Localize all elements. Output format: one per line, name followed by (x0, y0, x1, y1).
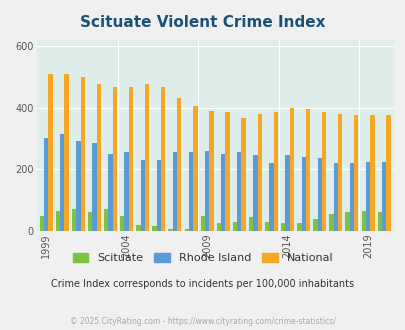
Bar (108, 154, 113, 231)
Bar (120, 215, 124, 231)
Bar (273, 112, 277, 231)
Bar (321, 112, 326, 231)
Bar (216, 223, 220, 231)
Bar (313, 219, 317, 231)
Text: Crime Index corresponds to incidents per 100,000 inhabitants: Crime Index corresponds to incidents per… (51, 279, 354, 289)
Bar (184, 229, 188, 231)
Bar (353, 115, 358, 231)
Bar (381, 162, 386, 231)
Bar (317, 158, 321, 231)
Bar (92, 143, 96, 231)
Bar (241, 118, 245, 231)
Bar (264, 222, 269, 231)
Bar (88, 213, 92, 231)
Bar (140, 160, 145, 231)
Bar (177, 98, 181, 231)
Bar (209, 111, 213, 231)
Bar (361, 211, 365, 231)
Bar (104, 210, 108, 231)
Bar (289, 108, 293, 231)
Bar (333, 163, 337, 231)
Legend: Scituate, Rhode Island, National: Scituate, Rhode Island, National (68, 248, 337, 267)
Bar (285, 155, 289, 231)
Bar (337, 114, 341, 231)
Bar (152, 226, 156, 231)
Bar (80, 77, 85, 231)
Bar (113, 87, 117, 231)
Bar (188, 152, 193, 231)
Bar (72, 210, 76, 231)
Bar (248, 217, 253, 231)
Bar (237, 152, 241, 231)
Bar (257, 114, 261, 231)
Bar (225, 112, 229, 231)
Bar (377, 213, 381, 231)
Bar (145, 84, 149, 231)
Bar (345, 213, 349, 231)
Bar (365, 162, 369, 231)
Bar (369, 115, 374, 231)
Bar (168, 229, 173, 231)
Bar (349, 163, 353, 231)
Bar (232, 222, 237, 231)
Bar (328, 214, 333, 231)
Bar (205, 151, 209, 231)
Text: Scituate Violent Crime Index: Scituate Violent Crime Index (80, 15, 325, 30)
Bar (48, 74, 53, 231)
Bar (173, 152, 177, 231)
Bar (96, 84, 101, 231)
Bar (305, 109, 309, 231)
Bar (161, 87, 165, 231)
Bar (193, 106, 197, 231)
Bar (253, 155, 257, 231)
Bar (156, 160, 161, 231)
Bar (280, 223, 285, 231)
Bar (296, 223, 301, 231)
Bar (128, 87, 133, 231)
Bar (136, 225, 140, 231)
Bar (60, 134, 64, 231)
Bar (200, 215, 205, 231)
Bar (64, 74, 68, 231)
Bar (76, 142, 80, 231)
Bar (55, 211, 60, 231)
Bar (40, 215, 44, 231)
Bar (269, 163, 273, 231)
Bar (44, 138, 48, 231)
Bar (220, 154, 225, 231)
Text: © 2025 CityRating.com - https://www.cityrating.com/crime-statistics/: © 2025 CityRating.com - https://www.city… (70, 317, 335, 326)
Bar (124, 152, 128, 231)
Bar (386, 115, 390, 231)
Bar (301, 157, 305, 231)
